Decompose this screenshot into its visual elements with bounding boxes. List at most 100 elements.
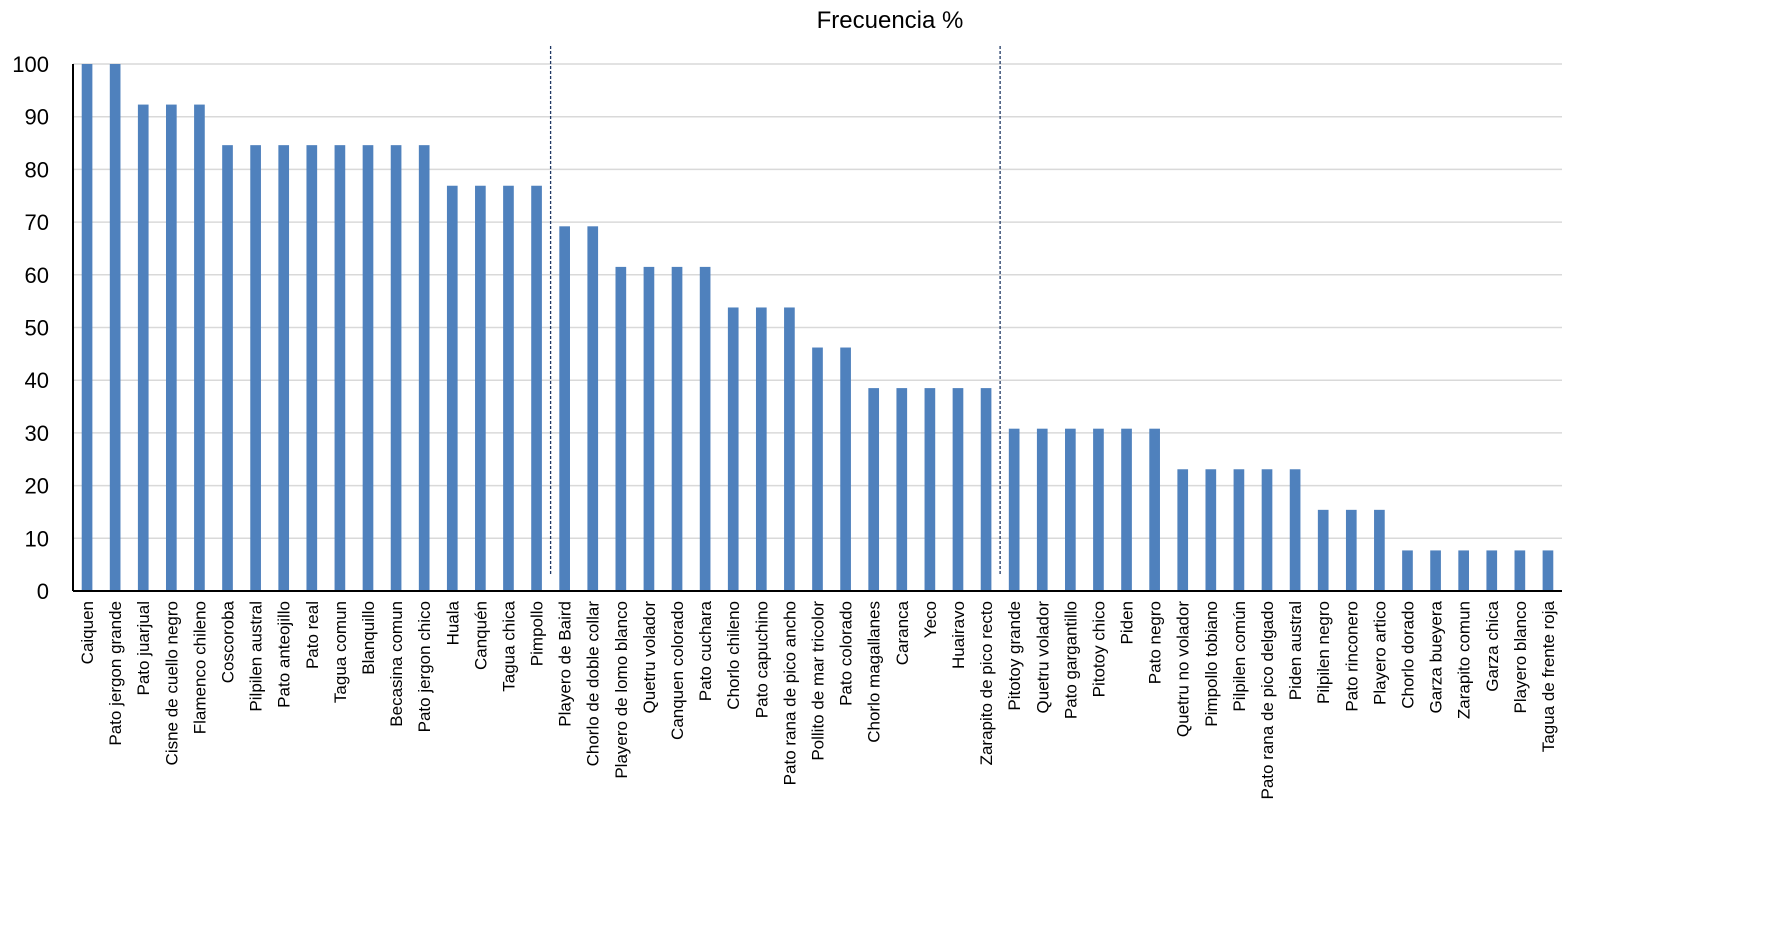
x-tick-label: Chorlo de doble collar — [584, 601, 603, 767]
x-tick-label: Tagua de frente roja — [1539, 600, 1558, 752]
x-tick-label: Pitotoy grande — [1005, 601, 1024, 711]
bar — [475, 185, 486, 591]
bar — [418, 145, 430, 591]
x-tick-label: Caranca — [893, 600, 912, 665]
bar — [165, 104, 177, 591]
bar — [362, 145, 374, 591]
x-tick-label: Pilpilen común — [1230, 601, 1249, 712]
x-tick-label: Yeco — [921, 601, 940, 638]
bar — [81, 64, 93, 591]
x-tick-label: Playero blanco — [1511, 601, 1530, 713]
bar — [587, 226, 599, 592]
x-tick-label: Playero artico — [1370, 601, 1389, 705]
x-tick-label: Chorlo chileno — [724, 601, 743, 710]
bar — [727, 307, 739, 591]
x-tick-label: Pimpollo tobiano — [1202, 601, 1221, 727]
x-tick-label: Cisne de cuello negro — [162, 601, 181, 765]
y-tick-label: 10 — [25, 526, 49, 551]
bar — [1093, 428, 1104, 591]
bar — [699, 266, 711, 591]
bar — [109, 64, 121, 591]
x-tick-label: Pato anteojillo — [275, 601, 294, 708]
x-tick-labels: Caiquen Pato jergon grande Pato juarjual Ci… — [78, 600, 1558, 799]
x-tick-label: Pato capuchino — [752, 601, 771, 718]
x-tick-label: Pato colorado — [837, 601, 856, 706]
x-tick-label: Pato juarjual — [134, 601, 153, 696]
x-tick-label: Pato real — [303, 601, 322, 669]
bar — [1374, 509, 1385, 591]
y-tick-label: 100 — [12, 52, 49, 77]
bar — [250, 145, 261, 591]
bar — [1289, 469, 1301, 591]
bars — [81, 64, 1554, 592]
x-tick-label: Pato rana de pico delgado — [1258, 601, 1277, 800]
bar — [334, 145, 346, 591]
bar — [278, 145, 290, 591]
x-tick-label: Pilpilen austral — [247, 601, 266, 712]
bar — [868, 388, 880, 591]
x-tick-label: Pato negro — [1146, 601, 1165, 684]
x-tick-label: Zarapito comun — [1455, 601, 1474, 719]
x-tick-label: Pimpollo — [528, 601, 547, 666]
bar — [137, 104, 149, 591]
x-tick-label: Tagua chica — [499, 600, 518, 691]
bar — [896, 388, 908, 591]
x-tick-label: Pato rana de pico ancho — [780, 601, 799, 785]
bar — [559, 226, 570, 592]
x-tick-label: Garza chica — [1483, 600, 1502, 691]
bar — [952, 388, 964, 591]
bar — [755, 307, 767, 591]
bar — [1205, 469, 1217, 591]
x-tick-label: Quetru volador — [640, 601, 659, 714]
bar — [1486, 550, 1498, 591]
bar — [924, 388, 936, 591]
x-tick-label: Canquen colorado — [668, 601, 687, 740]
bar — [1008, 428, 1020, 591]
x-tick-label: Pitotoy chico — [1089, 601, 1108, 697]
x-tick-label: Huairavo — [949, 601, 968, 669]
x-tick-label: Chorlo dorado — [1398, 601, 1417, 709]
bar — [1177, 469, 1189, 591]
bar — [1345, 509, 1357, 591]
x-tick-label: Pato cuchara — [696, 600, 715, 701]
x-tick-label: Coscoroba — [219, 600, 238, 683]
bar — [446, 185, 458, 591]
separator-lines — [549, 46, 1001, 575]
x-tick-label: Pato gargantillo — [1061, 601, 1080, 719]
bar — [671, 266, 683, 591]
x-tick-label: Huala — [443, 600, 462, 645]
x-tick-label: Pato jergon grande — [106, 601, 125, 746]
y-tick-label: 60 — [25, 263, 49, 288]
bar — [840, 347, 851, 591]
x-tick-label: Flamenco chileno — [190, 601, 209, 734]
bar — [1261, 469, 1273, 591]
bar — [1065, 428, 1076, 591]
x-tick-label: Pato jergon chico — [415, 601, 434, 732]
bar — [1149, 428, 1160, 591]
y-tick-label: 30 — [25, 421, 49, 446]
y-tick-label: 80 — [25, 157, 49, 182]
x-tick-label: Playero de Baird — [556, 601, 575, 727]
x-tick-label: Quetru no volador — [1174, 601, 1193, 737]
bar — [812, 347, 823, 591]
bar — [1514, 550, 1526, 591]
bar — [1317, 509, 1329, 591]
bar — [390, 145, 402, 591]
x-tick-label: Chorlo magallanes — [865, 601, 884, 743]
y-tick-label: 0 — [37, 579, 49, 604]
bar — [1542, 550, 1554, 591]
y-tick-label: 20 — [25, 474, 49, 499]
x-tick-label: Piden — [1118, 601, 1137, 644]
bar — [222, 145, 233, 591]
bar — [1036, 428, 1048, 591]
bar — [784, 307, 795, 591]
y-tick-label: 70 — [25, 210, 49, 235]
x-tick-label: Playero de lomo blanco — [612, 601, 631, 779]
x-tick-label: Blanquillo — [359, 601, 378, 675]
bar — [643, 266, 655, 591]
x-tick-label: Quetru volador — [1033, 601, 1052, 714]
x-tick-label: Pilpilen negro — [1314, 601, 1333, 704]
bar — [1233, 469, 1245, 591]
x-tick-label: Becasina comun — [387, 601, 406, 727]
bar — [1121, 428, 1132, 591]
